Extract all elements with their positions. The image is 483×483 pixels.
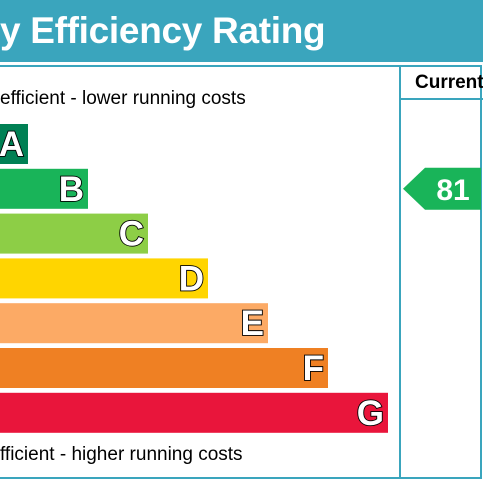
caption-inefficient: fficient - higher running costs	[0, 444, 243, 465]
band-g	[0, 392, 388, 433]
current-rating-value: 81	[436, 174, 469, 207]
caption-efficient: efficient - lower running costs	[0, 88, 246, 109]
band-a	[0, 124, 28, 164]
band-d	[0, 258, 208, 299]
page-title: y Efficiency Rating	[0, 10, 326, 51]
band-d-label: D	[179, 259, 204, 298]
current-column-header: Current	[415, 72, 483, 93]
band-e-label: E	[241, 304, 264, 343]
band-b-label: B	[59, 170, 84, 209]
band-e	[0, 303, 268, 344]
column-header-divider	[401, 98, 483, 100]
band-c	[0, 213, 148, 254]
band-c-label: C	[119, 215, 144, 254]
band-b	[0, 168, 88, 209]
current-rating-arrow	[403, 167, 481, 210]
column-divider	[399, 67, 401, 477]
band-f	[0, 348, 328, 388]
header-bar: y Efficiency Rating	[0, 0, 483, 62]
band-a-label: A	[0, 125, 24, 164]
band-g-label: G	[357, 394, 384, 433]
chart-frame	[0, 65, 482, 479]
band-f-label: F	[303, 349, 324, 388]
